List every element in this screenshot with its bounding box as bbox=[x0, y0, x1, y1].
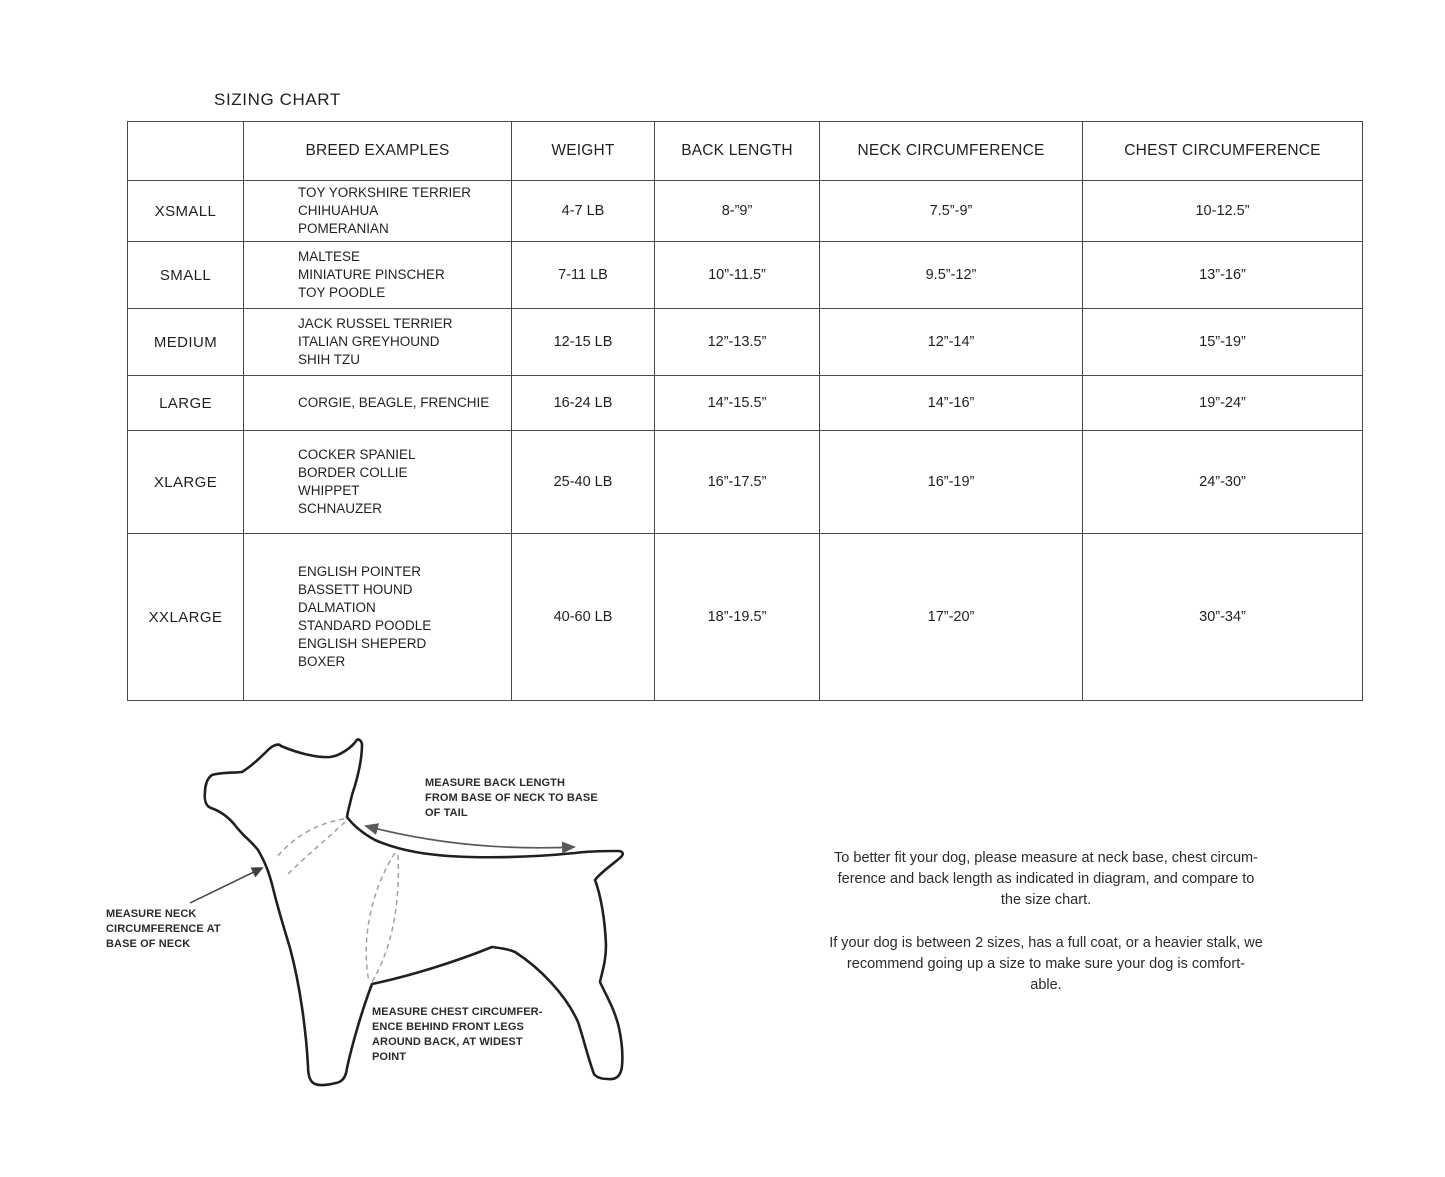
back-length-arrow bbox=[364, 823, 576, 854]
table-row: MEDIUM JACK RUSSEL TERRIER ITALIAN GREYHO… bbox=[127, 308, 1363, 376]
table-body: XSMALL TOY YORKSHIRE TERRIER CHIHUAHUA PO… bbox=[127, 180, 1363, 701]
weight-cell: 4-7 LB bbox=[511, 180, 655, 242]
chest-cell: 19”-24” bbox=[1082, 375, 1363, 431]
size-cell: XSMALL bbox=[127, 180, 244, 242]
breeds-cell: MALTESE MINIATURE PINSCHER TOY POODLE bbox=[243, 241, 512, 309]
back-length-cell: 14”-15.5” bbox=[654, 375, 820, 431]
neck-measure-dashes bbox=[276, 818, 346, 877]
weight-cell: 40-60 LB bbox=[511, 533, 655, 701]
chest-cell: 10-12.5” bbox=[1082, 180, 1363, 242]
weight-cell: 12-15 LB bbox=[511, 308, 655, 376]
table-row: XXLARGE ENGLISH POINTER BASSETT HOUND DAL… bbox=[127, 533, 1363, 701]
neck-cell: 9.5”-12” bbox=[819, 241, 1083, 309]
table-row: XSMALL TOY YORKSHIRE TERRIER CHIHUAHUA PO… bbox=[127, 180, 1363, 242]
table-row: LARGE CORGIE, BEAGLE, FRENCHIE 16-24 LB 14”… bbox=[127, 375, 1363, 431]
size-cell: SMALL bbox=[127, 241, 244, 309]
fitting-note-measure: To better fit your dog, please measure a… bbox=[834, 850, 1258, 908]
size-cell: XXLARGE bbox=[127, 533, 244, 701]
column-header-chest-circumference: CHEST CIRCUMFERENCE bbox=[1082, 121, 1363, 181]
table-header: BREED EXAMPLES WEIGHT BACK LENGTH NECK CIRC… bbox=[127, 121, 1363, 181]
back-length-cell: 18”-19.5” bbox=[654, 533, 820, 701]
neck-pointer-arrow bbox=[189, 867, 264, 904]
back-length-annotation: MEASURE BACK LENGTH FROM BASE OF NECK TO… bbox=[425, 777, 598, 819]
breeds-cell: JACK RUSSEL TERRIER ITALIAN GREYHOUND SH… bbox=[243, 308, 512, 376]
neck-circumference-annotation: MEASURE NECK CIRCUMFERENCE AT BASE OF NE… bbox=[106, 908, 221, 950]
sizing-table: BREED EXAMPLES WEIGHT BACK LENGTH NECK CIRC… bbox=[127, 121, 1363, 701]
chest-circumference-annotation: MEASURE CHEST CIRCUMFER- ENCE BEHIND FRO… bbox=[372, 1006, 543, 1063]
size-cell: MEDIUM bbox=[127, 308, 244, 376]
neck-cell: 17”-20” bbox=[819, 533, 1083, 701]
column-header-breed-examples: BREED EXAMPLES bbox=[243, 121, 512, 181]
breeds-cell: TOY YORKSHIRE TERRIER CHIHUAHUA POMERANI… bbox=[243, 180, 512, 242]
size-cell: XLARGE bbox=[127, 430, 244, 534]
chest-cell: 13”-16” bbox=[1082, 241, 1363, 309]
back-length-cell: 12”-13.5” bbox=[654, 308, 820, 376]
chest-measure-dashes bbox=[365, 852, 400, 983]
chest-cell: 15”-19” bbox=[1082, 308, 1363, 376]
dog-outline bbox=[203, 738, 624, 1087]
chest-cell: 30”-34” bbox=[1082, 533, 1363, 701]
header-row: BREED EXAMPLES WEIGHT BACK LENGTH NECK CIRC… bbox=[127, 121, 1363, 181]
page-title: SIZING CHART bbox=[214, 90, 341, 109]
fitting-notes: To better fit your dog, please measure a… bbox=[790, 848, 1302, 996]
column-header-neck-circumference: NECK CIRCUMFERENCE bbox=[819, 121, 1083, 181]
back-length-cell: 16”-17.5” bbox=[654, 430, 820, 534]
column-header-size bbox=[127, 121, 244, 181]
neck-cell: 16”-19” bbox=[819, 430, 1083, 534]
table-row: SMALL MALTESE MINIATURE PINSCHER TOY POOD… bbox=[127, 241, 1363, 309]
neck-cell: 7.5”-9” bbox=[819, 180, 1083, 242]
column-header-back-length: BACK LENGTH bbox=[654, 121, 820, 181]
breeds-cell: ENGLISH POINTER BASSETT HOUND DALMATION … bbox=[243, 533, 512, 701]
back-length-cell: 10”-11.5” bbox=[654, 241, 820, 309]
weight-cell: 16-24 LB bbox=[511, 375, 655, 431]
neck-cell: 12”-14” bbox=[819, 308, 1083, 376]
weight-cell: 25-40 LB bbox=[511, 430, 655, 534]
neck-cell: 14”-16” bbox=[819, 375, 1083, 431]
fitting-note-between-sizes: If your dog is between 2 sizes, has a fu… bbox=[829, 935, 1263, 993]
